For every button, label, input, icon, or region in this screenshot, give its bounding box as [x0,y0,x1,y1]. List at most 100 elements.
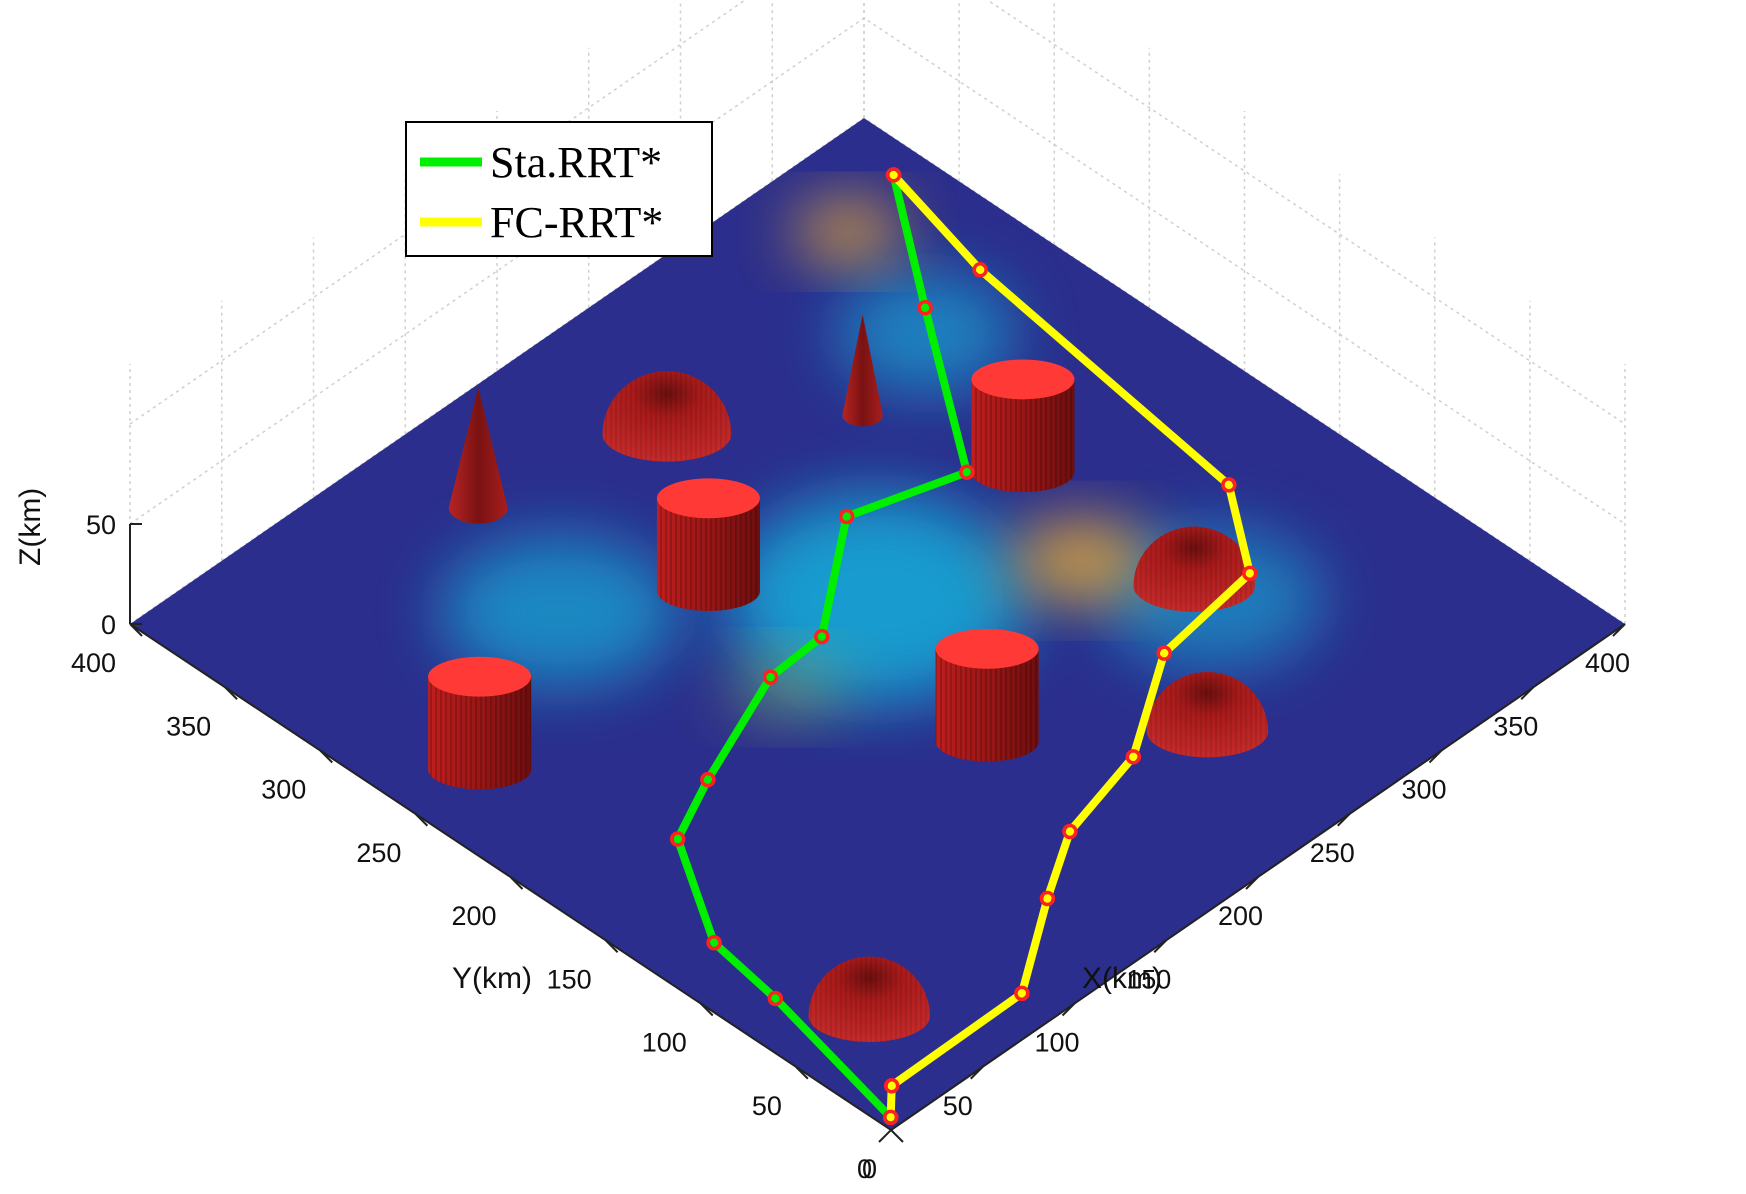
x-tick-mark [1612,623,1626,637]
y-tick-mark [509,876,524,890]
cone-body [448,387,508,524]
x-tick-label: 100 [1035,1028,1080,1058]
hemisphere-shading [1146,672,1269,758]
y-tick-mark [604,939,619,953]
y-tick-mark [795,1066,809,1080]
paths [669,167,1258,1126]
elevation-blob [835,273,1016,394]
cylinder-top [656,478,760,519]
y-tick-label: 150 [547,964,592,994]
cylinder-side-shading [656,498,760,612]
obstacle-cone [448,387,508,524]
obstacle-cylinder [428,656,532,790]
waypoint-marker [762,669,779,685]
y-tick-label: 350 [166,711,211,741]
cylinder-top [935,628,1039,669]
fc-rrt-path [886,170,1254,1122]
x-tick-mark [970,1066,984,1080]
legend-label-fc-rrt: FC-RRT* [490,198,663,247]
obstacle-cone [842,314,883,427]
x-tick-label: 300 [1402,775,1447,805]
waypoint-marker [883,1077,900,1094]
y-tick-label: 200 [451,901,496,931]
x-axis-title: X(km) [1082,962,1162,995]
z-tick-label: 0 [101,610,116,640]
x-tick-label: 50 [943,1091,973,1121]
grid-line [129,17,1626,525]
x-tick-label: 150 [1126,964,1171,994]
waypoint-marker [814,628,830,645]
cylinder-top [428,656,532,697]
grid-line [129,0,1626,425]
x-tick-mark [878,1129,892,1143]
waypoint-marker [700,771,716,788]
x-tick-mark [1337,813,1351,827]
y-tick-label: 100 [642,1028,687,1058]
hemisphere-shading [1133,526,1255,612]
x-tick-label: 250 [1310,838,1355,868]
waypoint-marker [1242,565,1258,582]
y-tick-mark [224,686,238,700]
y-tick-mark [700,1002,714,1017]
obstacle-hemisphere [602,371,732,462]
x-tick-label: 350 [1493,711,1538,741]
y-tick-mark [890,1129,904,1143]
x-tick-mark [1061,1002,1076,1017]
waypoint-marker [838,508,855,525]
cylinder-side-shading [935,648,1039,762]
axes: 0 50 100 150 200 250 300 350 400 0 50 100 150 200 250 3… [71,510,1630,1184]
waypoint-marker [1039,890,1056,907]
sta-rrt-path [673,170,971,1122]
waypoint-marker [767,990,784,1007]
cylinder-side-shading [971,379,1075,493]
x-tick-label: 200 [1218,901,1263,931]
waypoint-marker [917,300,933,316]
obstacle-cylinder [935,628,1039,762]
x-tick-label: 0 [857,1154,872,1184]
y-tick-label: 50 [752,1091,782,1121]
waypoint-marker [1125,749,1142,765]
x-tick-mark [1153,939,1167,953]
waypoint-marker [706,935,722,951]
y-tick-label: 400 [71,648,116,678]
elevation-blob [1011,520,1152,601]
obstacle-cylinder [971,359,1075,493]
cylinder-top [971,359,1075,400]
obstacles [428,314,1269,1042]
x-tick-mark [1520,686,1534,700]
waypoint-marker [669,831,686,847]
waypoint-marker [1014,985,1030,1002]
y-tick-label: 0 [862,1154,877,1184]
waypoint-marker [1221,477,1237,493]
legend-box [405,121,713,257]
x-tick-mark [1245,876,1259,890]
hemisphere-shading [808,956,930,1042]
obstacle-hemisphere [808,956,930,1042]
waypoint-marker [972,262,988,278]
legend: Sta.RRT* FC-RRT* [405,121,713,257]
obstacle-hemisphere [1133,526,1255,612]
y-tick-label: 300 [261,775,306,805]
waypoint-marker [882,1109,899,1126]
obstacle-cylinder [656,478,760,612]
y-tick-mark [129,623,143,637]
x-tick-label: 400 [1585,648,1630,678]
z-axis-title: Z(km) [14,488,47,566]
x-tick-mark [1428,749,1443,764]
waypoint-marker [1062,823,1078,840]
y-axis-title: Y(km) [452,962,532,995]
cone-body [842,314,883,427]
hemisphere-shading [602,371,732,462]
legend-label-sta-rrt: Sta.RRT* [490,138,662,187]
z-tick-label: 50 [86,510,116,540]
y-tick-label: 250 [356,838,401,868]
y-tick-mark [319,749,333,764]
obstacle-hemisphere [1146,672,1269,758]
waypoint-marker [885,167,902,183]
waypoint-marker [1156,645,1172,661]
elevation-blob [439,536,680,687]
waypoint-marker [959,464,975,480]
cylinder-side-shading [428,676,532,790]
elevation-blob [793,201,904,262]
